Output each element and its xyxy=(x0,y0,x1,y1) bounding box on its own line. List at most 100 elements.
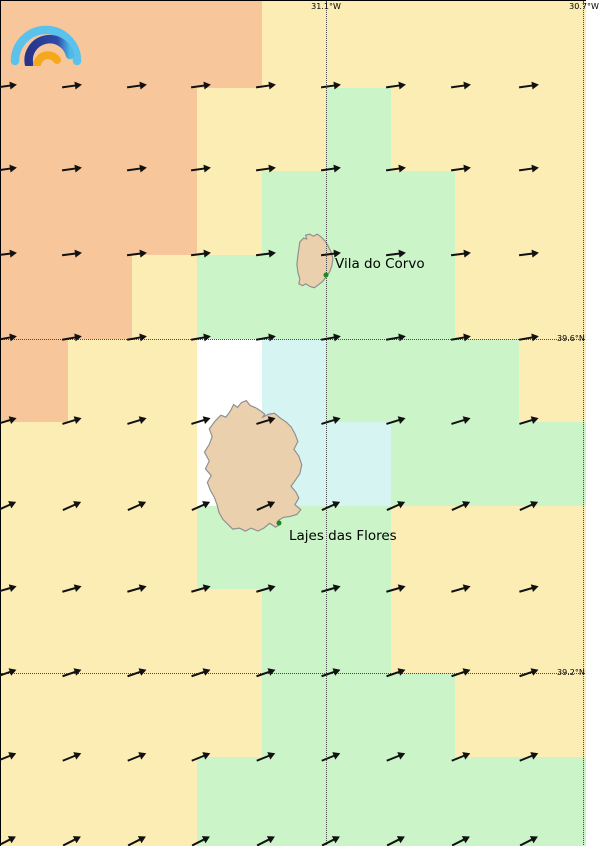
weather-grid-cell xyxy=(132,88,197,171)
weather-grid-cell xyxy=(391,339,455,422)
weather-grid-cell xyxy=(132,171,197,255)
wind-arrow xyxy=(451,668,471,678)
weather-grid-cell xyxy=(391,88,455,171)
weather-grid-cell xyxy=(391,422,455,506)
weather-grid-cell xyxy=(68,673,132,757)
longitude-gridline xyxy=(583,1,584,846)
lajes-das-flores-label: Lajes das Flores xyxy=(289,528,397,544)
weather-grid-cell xyxy=(68,1,132,88)
wind-arrow xyxy=(61,333,82,342)
wind-arrow xyxy=(62,584,82,593)
weather-grid-cell xyxy=(326,339,391,422)
weather-grid-cell xyxy=(519,673,586,757)
weather-grid-cell xyxy=(197,673,262,757)
weather-grid-cell xyxy=(455,171,519,255)
lajes-das-flores-marker xyxy=(276,520,282,526)
weather-grid-cell xyxy=(1,757,68,846)
weather-grid-cell xyxy=(68,506,132,589)
wind-arrow xyxy=(255,249,276,258)
wind-arrow xyxy=(450,164,471,173)
weather-grid-cell xyxy=(1,339,68,422)
wind-arrow xyxy=(519,416,539,425)
wind-arrow xyxy=(385,81,406,90)
wind-arrow xyxy=(386,501,406,511)
weather-grid-cell xyxy=(455,757,519,846)
wind-arrow xyxy=(126,249,147,258)
wind-arrow xyxy=(256,668,276,678)
weather-grid-cell xyxy=(197,255,262,339)
weather-grid-cell xyxy=(391,171,455,255)
weather-grid-cell xyxy=(326,673,391,757)
weather-grid-cell xyxy=(132,339,197,422)
weather-grid-cell xyxy=(326,1,391,88)
islands-layer xyxy=(203,233,334,532)
wind-arrow xyxy=(320,249,341,258)
wind-arrow xyxy=(256,416,276,425)
weather-grid-cell xyxy=(1,673,68,757)
vila-do-corvo-label: Vila do Corvo xyxy=(335,256,425,272)
wind-arrow xyxy=(320,81,341,90)
weather-grid-cell xyxy=(1,422,68,506)
weather-grid-cell xyxy=(1,506,68,589)
weather-grid-cell xyxy=(391,589,455,673)
wind-arrow xyxy=(0,836,16,846)
wind-arrow xyxy=(126,164,147,173)
wind-arrow xyxy=(519,501,539,511)
weather-grid-cell xyxy=(68,422,132,506)
weather-grid-cell xyxy=(68,171,132,255)
wind-arrow xyxy=(191,752,211,762)
wind-arrow xyxy=(386,584,406,593)
weather-grid-cell xyxy=(391,1,455,88)
weather-grid-cell xyxy=(197,757,262,846)
longitude-label-31-1w: 31.1°W xyxy=(311,2,341,11)
weather-grid-cell xyxy=(132,673,197,757)
wind-arrow xyxy=(0,501,17,511)
wind-arrow xyxy=(451,836,470,846)
weather-grid-cell xyxy=(262,589,326,673)
wind-arrow xyxy=(256,836,275,846)
weather-grid-cell xyxy=(391,255,455,339)
wind-arrow xyxy=(385,164,406,173)
weather-grid-cell xyxy=(519,589,586,673)
weather-grid-cell xyxy=(455,1,519,88)
weather-grid-cell xyxy=(132,255,197,339)
wind-arrow xyxy=(385,333,406,342)
flores-island xyxy=(203,399,303,532)
weather-grid-cell xyxy=(132,757,197,846)
wind-arrow xyxy=(61,164,82,173)
rainbow-weather-logo xyxy=(10,25,82,66)
wind-arrow xyxy=(191,668,211,678)
wind-arrow xyxy=(0,81,17,90)
weather-grid-cell xyxy=(455,255,519,339)
weather-grid-cell xyxy=(519,506,586,589)
weather-grid-cell xyxy=(519,1,586,88)
weather-grid-cell xyxy=(132,506,197,589)
wind-arrow xyxy=(518,333,539,342)
latitude-label-39-6n: 39.6°N xyxy=(557,334,585,343)
wind-arrow xyxy=(62,836,81,846)
latitude-label-39-2n: 39.2°N xyxy=(557,668,585,677)
latitude-gridline xyxy=(1,673,585,674)
weather-grid-cell xyxy=(68,589,132,673)
weather-grid-cell xyxy=(68,255,132,339)
weather-grid-cell xyxy=(455,506,519,589)
wind-arrow xyxy=(62,752,82,762)
weather-grid-cell xyxy=(326,88,391,171)
wind-arrow xyxy=(127,501,147,511)
wind-arrow xyxy=(321,752,341,762)
weather-grid-cell xyxy=(132,589,197,673)
logo-outer-arc xyxy=(10,25,82,66)
weather-grid-cell xyxy=(1,255,68,339)
wind-arrow xyxy=(127,752,147,762)
wind-arrow xyxy=(62,501,82,511)
weather-grid-cell xyxy=(455,339,519,422)
wind-arrow xyxy=(0,333,17,342)
weather-grid-cell xyxy=(519,255,586,339)
wind-arrow xyxy=(190,249,211,258)
weather-grid-cell xyxy=(326,171,391,255)
weather-grid-cell xyxy=(519,757,586,846)
wind-arrow xyxy=(385,249,406,258)
weather-grid-cell xyxy=(391,757,455,846)
wind-arrow xyxy=(0,584,17,593)
wind-arrow xyxy=(127,416,147,425)
